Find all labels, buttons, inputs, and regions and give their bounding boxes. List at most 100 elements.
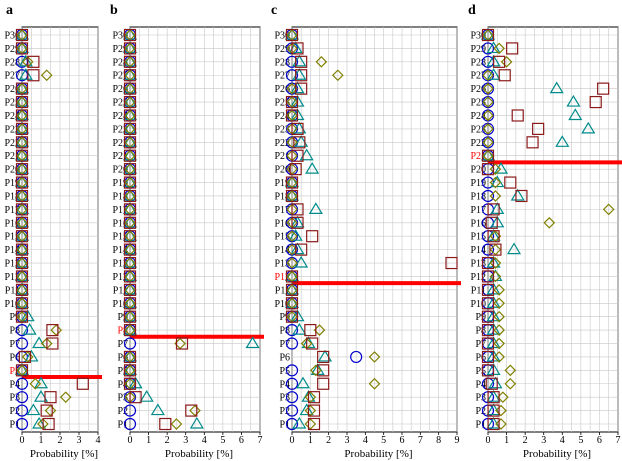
marker-triangle-p29 bbox=[122, 41, 138, 54]
marker-square-p30 bbox=[285, 28, 299, 42]
category-label-p29: P29 bbox=[112, 44, 128, 55]
marker-diamond-p7 bbox=[493, 337, 505, 350]
marker-square-p19 bbox=[504, 176, 517, 189]
marker-triangle-p15 bbox=[122, 229, 138, 241]
category-label-p17: P17 bbox=[470, 205, 486, 216]
marker-diamond-p8 bbox=[493, 324, 505, 336]
marker-diamond-p1 bbox=[170, 418, 183, 430]
marker-triangle-p17 bbox=[14, 202, 30, 214]
marker-square-p28 bbox=[27, 55, 40, 68]
marker-square-p24 bbox=[123, 109, 137, 122]
marker-circle-p5 bbox=[285, 364, 299, 377]
marker-square-p27 bbox=[27, 69, 40, 82]
category-label-p17: P17 bbox=[4, 205, 20, 216]
marker-triangle-p17 bbox=[122, 202, 138, 214]
marker-triangle-p11 bbox=[284, 282, 300, 295]
category-label-p23: P23 bbox=[274, 124, 290, 135]
marker-diamond-p2 bbox=[495, 404, 507, 417]
category-label-p5: P5 bbox=[117, 366, 128, 377]
marker-circle-p2 bbox=[123, 404, 137, 417]
category-label-p24: P24 bbox=[4, 111, 20, 122]
marker-triangle-p18 bbox=[284, 188, 300, 201]
category-label-p20: P20 bbox=[470, 165, 486, 176]
category-label-p24: P24 bbox=[112, 111, 128, 122]
x-tick-label: 5 bbox=[578, 435, 583, 446]
marker-triangle-p20 bbox=[14, 161, 30, 174]
marker-triangle-p29 bbox=[288, 41, 303, 54]
category-label-p7: P7 bbox=[475, 339, 486, 350]
marker-triangle-p22 bbox=[555, 135, 570, 147]
marker-square-p7 bbox=[481, 337, 495, 350]
x-tick-label: 3 bbox=[345, 435, 350, 446]
marker-triangle-p27 bbox=[292, 68, 307, 80]
category-label-p16: P16 bbox=[274, 218, 290, 229]
marker-circle-p6 bbox=[350, 350, 363, 364]
category-label-p29: P29 bbox=[4, 44, 20, 55]
marker-triangle-p12 bbox=[284, 269, 300, 282]
marker-circle-p1 bbox=[285, 417, 299, 431]
marker-square-p13 bbox=[445, 256, 458, 270]
x-tick-label: 4 bbox=[560, 435, 565, 446]
marker-square-p6 bbox=[18, 350, 31, 364]
marker-square-p21 bbox=[481, 149, 495, 162]
marker-triangle-p1 bbox=[189, 416, 204, 429]
marker-square-p30 bbox=[15, 28, 29, 42]
marker-square-p17 bbox=[15, 203, 29, 216]
marker-triangle-p6 bbox=[317, 349, 333, 362]
marker-square-p20 bbox=[15, 163, 29, 176]
panel-a: a 0 1 2 3 4 Probability [%] P1 P2 P3 P4 P5 P6 P7 P8 P9 P… bbox=[4, 3, 102, 460]
marker-diamond-p17 bbox=[602, 203, 615, 216]
marker-square-p4 bbox=[76, 377, 89, 390]
marker-circle-p4 bbox=[15, 377, 29, 390]
category-label-p16: P16 bbox=[4, 218, 20, 229]
category-label-p20: P20 bbox=[274, 165, 290, 176]
category-label-p13: P13 bbox=[470, 259, 486, 270]
marker-triangle-p26 bbox=[549, 81, 564, 94]
marker-triangle-p16 bbox=[122, 215, 138, 228]
marker-triangle-p10 bbox=[122, 296, 138, 308]
marker-diamond-p28 bbox=[315, 55, 328, 68]
category-label-p4: P4 bbox=[9, 379, 20, 390]
marker-square-p14 bbox=[295, 243, 308, 256]
category-label-p14: P14 bbox=[470, 245, 486, 256]
panel-c: c 0 1 2 3 4 5 6 7 8 9 Probability [%] P1 P2 P3 P4 P5 P6 P7… bbox=[271, 3, 461, 460]
category-label-p11: P11 bbox=[113, 285, 128, 296]
marker-diamond-p12 bbox=[489, 270, 502, 283]
marker-square-p19 bbox=[123, 176, 137, 189]
marker-diamond-p4 bbox=[29, 377, 42, 390]
x-tick-label: 7 bbox=[616, 435, 621, 446]
x-tick-label: 4 bbox=[363, 435, 368, 446]
marker-triangle-p9 bbox=[122, 309, 138, 322]
marker-square-p17 bbox=[487, 203, 500, 216]
marker-square-p25 bbox=[589, 95, 602, 109]
category-label-p26: P26 bbox=[112, 84, 128, 95]
marker-square-p8 bbox=[304, 324, 317, 337]
category-label-p28: P28 bbox=[274, 57, 290, 68]
marker-triangle-p28 bbox=[292, 54, 307, 67]
marker-square-p8 bbox=[481, 324, 495, 337]
marker-square-p6 bbox=[317, 350, 330, 364]
marker-diamond-p6 bbox=[368, 351, 381, 363]
marker-square-p3 bbox=[44, 391, 57, 404]
marker-square-p26 bbox=[123, 82, 137, 95]
marker-square-p7 bbox=[306, 337, 319, 350]
marker-square-p13 bbox=[481, 256, 495, 270]
marker-square-p29 bbox=[291, 42, 304, 55]
marker-square-p20 bbox=[123, 163, 137, 176]
marker-square-p24 bbox=[285, 109, 299, 122]
category-label-p30: P30 bbox=[274, 31, 290, 42]
x-tick-label: 2 bbox=[58, 435, 63, 446]
category-label-p28: P28 bbox=[112, 57, 128, 68]
marker-square-p29 bbox=[15, 42, 29, 55]
category-label-p6: P6 bbox=[475, 352, 486, 363]
category-label-p19: P19 bbox=[112, 178, 128, 189]
category-label-p15: P15 bbox=[470, 232, 486, 243]
category-label-p21: P21 bbox=[470, 151, 486, 162]
category-label-p6: P6 bbox=[9, 352, 20, 363]
category-label-p2: P2 bbox=[117, 406, 128, 417]
marker-square-p4 bbox=[317, 377, 330, 390]
x-axis-label: Probability [%] bbox=[30, 448, 98, 460]
marker-triangle-p21 bbox=[14, 148, 30, 161]
marker-triangle-p18 bbox=[510, 188, 525, 201]
marker-triangle-p30 bbox=[122, 27, 138, 40]
